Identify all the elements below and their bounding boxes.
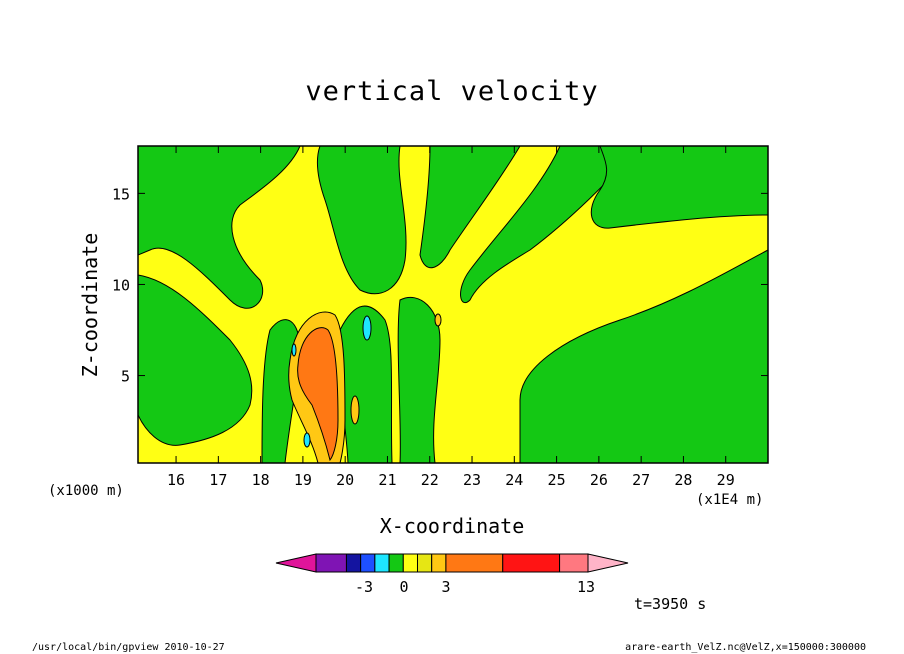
colorbar-tick-label: -3 — [355, 578, 373, 596]
colorbar-low-triangle — [275, 553, 317, 573]
colorbar-segment — [416, 553, 433, 573]
x-tick-label: 21 — [378, 471, 396, 489]
colorbar-segment — [374, 553, 390, 573]
colorbar-tick-label: 13 — [577, 578, 595, 596]
colorbar-segment — [315, 553, 347, 573]
colorbar-segment — [402, 553, 418, 573]
updraft-spot — [434, 313, 442, 327]
x-tick-label: 25 — [548, 471, 566, 489]
x-tick-label: 23 — [463, 471, 481, 489]
contour-region — [460, 146, 641, 303]
x-tick-label: 28 — [674, 471, 692, 489]
footer-left: /usr/local/bin/gpview 2010-10-27 — [32, 642, 225, 653]
colorbar-high-triangle — [587, 553, 629, 573]
plot-frame — [137, 145, 769, 464]
contour-region — [138, 146, 301, 309]
x-axis-label: X-coordinate — [0, 514, 904, 538]
x-axis-label-text: X-coordinate — [379, 514, 525, 538]
colorbar-segment — [431, 553, 447, 573]
x-tick-label: 16 — [167, 471, 185, 489]
x-tick-label: 29 — [717, 471, 735, 489]
colorbar-tick-label: 3 — [441, 578, 450, 596]
contour-region — [317, 146, 407, 295]
colorbar-segment — [345, 553, 362, 573]
colorbar: -3 0 3 13 — [275, 553, 629, 596]
contour-region — [590, 146, 768, 229]
time-label: t=3950 s — [634, 595, 707, 613]
y-tick-label: 5 — [121, 368, 130, 386]
y-ticks: 5 10 15 — [112, 185, 768, 386]
x-tick-label: 26 — [590, 471, 608, 489]
colorbar-segment — [502, 553, 561, 573]
y-tick-label: 10 — [112, 276, 130, 294]
colorbar-tick-label: 0 — [399, 578, 408, 596]
colorbar-segment — [445, 553, 504, 573]
chart-title: vertical velocity — [305, 76, 599, 107]
contour-region — [397, 297, 441, 463]
downdraft-spot — [303, 432, 311, 448]
contour-field — [138, 146, 768, 463]
downdraft-spot — [291, 343, 297, 357]
updraft-core — [297, 327, 339, 462]
y-tick-label: 15 — [112, 185, 130, 203]
contour-region — [519, 249, 768, 463]
downdraft-spot — [362, 315, 372, 341]
footer-right: arare-earth_VelZ.nc@VelZ,x=150000:300000 — [625, 642, 866, 653]
x-tick-label: 27 — [632, 471, 650, 489]
colorbar-segment — [360, 553, 376, 573]
x-tick-label: 20 — [336, 471, 354, 489]
x-tick-label: 18 — [252, 471, 270, 489]
x-tick-label: 19 — [294, 471, 312, 489]
updraft-spot — [350, 395, 360, 425]
contour-region — [419, 146, 521, 268]
contour-region — [138, 274, 253, 446]
x-tick-label: 22 — [421, 471, 439, 489]
x-tick-label: 24 — [505, 471, 523, 489]
colorbar-segment — [559, 553, 589, 573]
x-axis-unit: (x1E4 m) — [696, 492, 764, 508]
x-ticks: 16 17 18 19 20 21 22 23 24 25 26 27 28 29 — [167, 146, 735, 489]
colorbar-segment — [388, 553, 404, 573]
z-axis-unit: (x1000 m) — [48, 483, 124, 499]
x-tick-label: 17 — [209, 471, 227, 489]
